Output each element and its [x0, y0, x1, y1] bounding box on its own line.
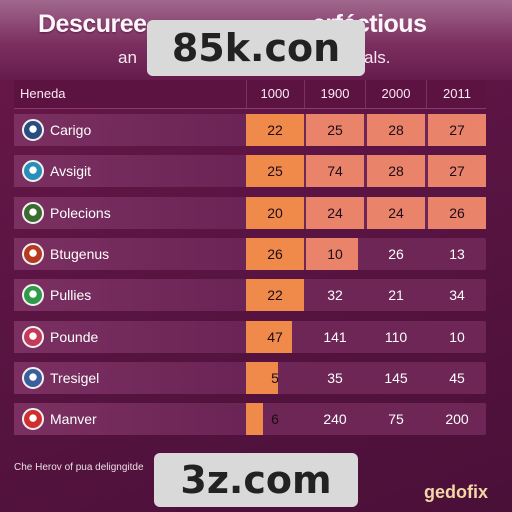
header-divider: [365, 80, 366, 108]
value-cell: 27: [449, 122, 465, 138]
value-fill: [246, 321, 292, 353]
value-cell: 25: [267, 163, 283, 179]
row-label: Pounde: [50, 329, 99, 345]
row-label: Avsigit: [50, 163, 91, 179]
value-cell: 27: [449, 163, 465, 179]
value-cell: 141: [323, 329, 347, 345]
value-cell: 75: [388, 411, 404, 427]
bird-emblem-icon: [22, 119, 44, 141]
row-name-cell: [14, 321, 246, 353]
column-header-year: 1900: [320, 86, 350, 101]
table-row[interactable]: Tresigel 5 35 145 45: [14, 362, 486, 394]
row-name-cell: [14, 238, 246, 270]
value-cell: 22: [267, 122, 283, 138]
footer-logo: gedofix: [424, 482, 489, 502]
value-cell: 240: [323, 411, 347, 427]
row-label: Carigo: [50, 122, 92, 138]
lion-emblem-icon: [22, 243, 44, 265]
knight-emblem-icon: [22, 367, 44, 389]
value-cell: 45: [449, 370, 465, 386]
value-cell: 145: [384, 370, 408, 386]
row-name-cell: [14, 155, 246, 187]
value-fill: [246, 114, 304, 146]
table-row[interactable]: Avsigit 25 74 28 27: [14, 155, 486, 187]
eagle-emblem-icon: [22, 408, 44, 430]
value-cell: 21: [388, 287, 404, 303]
value-fill: [306, 114, 364, 146]
footer-caption: Che Herov of pua deligngitde: [14, 462, 144, 473]
value-fill: [367, 155, 425, 187]
value-cell: 24: [388, 205, 404, 221]
value-fill: [367, 197, 425, 229]
value-cell: 35: [327, 370, 343, 386]
value-fill: [306, 155, 364, 187]
table-row[interactable]: Pullies 22 32 21 34: [14, 279, 486, 311]
value-cell: 22: [267, 287, 283, 303]
value-cell: 20: [267, 205, 283, 221]
column-header-year: 1000: [260, 86, 290, 101]
row-label: Polecions: [50, 205, 111, 221]
value-cell: 24: [327, 205, 343, 221]
value-cell: 28: [388, 163, 404, 179]
watermark-top: 85k.con: [147, 20, 365, 76]
value-cell: 13: [449, 246, 465, 262]
value-cell: 28: [388, 122, 404, 138]
value-fill: [246, 197, 304, 229]
value-fill: [246, 155, 304, 187]
value-fill: [428, 114, 486, 146]
header-divider: [304, 80, 305, 108]
crest-emblem-icon: [22, 202, 44, 224]
row-label: Manver: [50, 411, 97, 427]
value-cell: 10: [449, 329, 465, 345]
table-row[interactable]: Manver 6 240 75 200: [14, 403, 486, 435]
row-label: Tresigel: [50, 370, 100, 386]
row-label: Btugenus: [50, 246, 110, 262]
value-cell: 10: [327, 246, 343, 262]
table-header-row: Heneda 1000 1900 2000 2011: [14, 80, 486, 109]
column-header-name: Heneda: [20, 86, 66, 101]
table-row[interactable]: Pounde 47 141 110 10: [14, 321, 486, 353]
value-cell: 26: [388, 246, 404, 262]
value-fill: [367, 114, 425, 146]
value-cell: 34: [449, 287, 465, 303]
value-cell: 32: [327, 287, 343, 303]
table-row[interactable]: Polecions 20 24 24 26: [14, 197, 486, 229]
header-divider: [426, 80, 427, 108]
value-cell: 5: [271, 370, 279, 386]
value-cell: 200: [445, 411, 469, 427]
page-subtitle-left: an: [118, 48, 137, 67]
value-fill: [246, 279, 304, 311]
value-cell: 74: [327, 163, 343, 179]
page-subtitle-right: als.: [364, 48, 391, 67]
row-label: Pullies: [50, 287, 92, 303]
value-cell: 26: [267, 246, 283, 262]
row-name-cell: [14, 403, 246, 435]
leaf-emblem-icon: [22, 284, 44, 306]
value-cell: 6: [271, 411, 279, 427]
value-fill: [246, 362, 278, 394]
row-name-cell: [14, 279, 246, 311]
bull-emblem-icon: [22, 326, 44, 348]
value-fill: [306, 197, 364, 229]
value-fill: [306, 238, 358, 270]
value-fill: [246, 403, 263, 435]
column-header-year: 2011: [443, 86, 471, 101]
row-name-cell: [14, 362, 246, 394]
column-header-year: 2000: [381, 86, 411, 101]
value-fill: [428, 197, 486, 229]
value-cell: 25: [327, 122, 343, 138]
value-cell: 110: [384, 329, 408, 345]
row-name-cell: [14, 114, 246, 146]
value-cell: 47: [267, 329, 283, 345]
table-row[interactable]: Btugenus 26 10 26 13: [14, 238, 486, 270]
gear-emblem-icon: [22, 160, 44, 182]
value-cell: 26: [449, 205, 465, 221]
table-row[interactable]: Carigo 22 25 28 27: [14, 114, 486, 146]
header-divider: [246, 80, 247, 108]
value-fill: [246, 238, 304, 270]
row-name-cell: [14, 197, 246, 229]
page-title-left: Descuree: [38, 10, 147, 38]
watermark-bottom: 3z.com: [154, 453, 358, 507]
value-fill: [428, 155, 486, 187]
